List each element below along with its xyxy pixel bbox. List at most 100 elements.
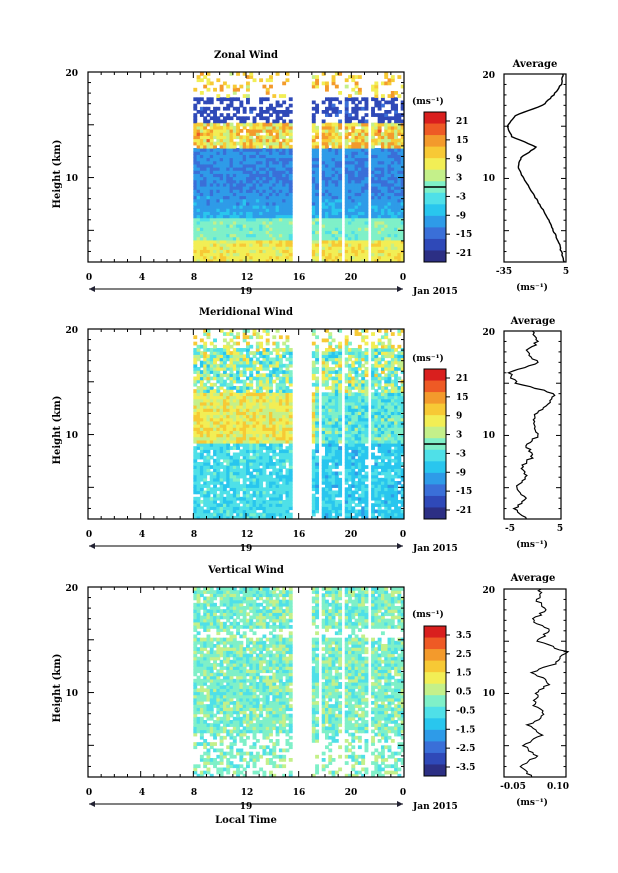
- heatmap-cell: [269, 477, 273, 482]
- heatmap-cell: [338, 357, 343, 362]
- heatmap-cell: [203, 243, 208, 247]
- heatmap-cell: [364, 151, 369, 155]
- heatmap-cell: [209, 179, 214, 184]
- heatmap-cell: [255, 348, 260, 352]
- heatmap-cell: [242, 411, 247, 416]
- heatmap-cell: [259, 214, 264, 219]
- heatmap-cell: [371, 227, 375, 231]
- heatmap-cell: [203, 493, 208, 498]
- heatmap-cell: [354, 151, 359, 155]
- heatmap-cell: [331, 97, 336, 102]
- heatmap-cell: [364, 230, 369, 235]
- heatmap-cell: [246, 417, 250, 422]
- heatmap-cell: [193, 360, 198, 365]
- heatmap-cell: [348, 195, 352, 200]
- heatmap-cell: [213, 160, 217, 165]
- heatmap-cell: [371, 179, 375, 184]
- heatmap-cell: [325, 484, 329, 488]
- heatmap-cell: [315, 474, 320, 479]
- heatmap-cell: [206, 230, 211, 235]
- heatmap-cell: [311, 370, 316, 374]
- heatmap-cell: [259, 144, 264, 149]
- heatmap-cell: [252, 179, 257, 184]
- heatmap-cell: [242, 348, 247, 352]
- heatmap-cell: [226, 468, 231, 473]
- heatmap-cell: [394, 116, 399, 121]
- heatmap-cell: [390, 246, 395, 250]
- heatmap-cell: [357, 160, 362, 165]
- heatmap-cell: [232, 360, 237, 365]
- heatmap-cell: [229, 433, 234, 438]
- heatmap-cell: [252, 468, 257, 473]
- heatmap-cell: [384, 236, 389, 241]
- heatmap-cell: [255, 335, 260, 340]
- heatmap-cell: [344, 160, 349, 165]
- heatmap-cell: [328, 208, 333, 212]
- heatmap-cell: [282, 217, 287, 222]
- heatmap-cell: [262, 243, 267, 247]
- heatmap-cell: [236, 132, 241, 136]
- heatmap-cell: [265, 357, 270, 362]
- heatmap-cell: [255, 430, 260, 435]
- heatmap-cell: [229, 230, 234, 235]
- heatmap-cell: [216, 408, 221, 412]
- heatmap-cell: [338, 192, 343, 197]
- heatmap-cell: [397, 220, 402, 225]
- heatmap-cell: [239, 179, 244, 184]
- heatmap-cell: [390, 173, 395, 178]
- heatmap-cell: [213, 243, 217, 247]
- heatmap-cell: [196, 424, 201, 428]
- heatmap-cell: [278, 458, 283, 463]
- heatmap-cell: [229, 420, 234, 425]
- heatmap-cell: [232, 141, 237, 146]
- heatmap-cell: [255, 370, 260, 374]
- heatmap-cell: [351, 198, 356, 203]
- heatmap-cell: [285, 503, 290, 507]
- heatmap-cell: [348, 132, 352, 136]
- heatmap-cell: [311, 255, 316, 260]
- heatmap-cell: [400, 201, 404, 206]
- heatmap-cell: [222, 138, 227, 143]
- heatmap-cell: [203, 329, 208, 333]
- heatmap-cell: [334, 452, 339, 457]
- heatmap-cell: [249, 179, 254, 184]
- heatmap-cell: [278, 417, 283, 422]
- heatmap-cell: [203, 170, 208, 174]
- heatmap-cell: [400, 236, 404, 241]
- heatmap-cell: [226, 249, 231, 254]
- heatmap-cell: [361, 195, 366, 200]
- heatmap-cell: [199, 484, 204, 488]
- heatmap-cell: [275, 243, 280, 247]
- heatmap-cell: [325, 141, 329, 146]
- heatmap-cell: [229, 138, 234, 143]
- heatmap-cell: [315, 506, 320, 511]
- heatmap-cell: [236, 357, 241, 362]
- heatmap-cell: [311, 205, 316, 209]
- heatmap-cell: [357, 179, 362, 184]
- heatmap-cell: [265, 217, 270, 222]
- heatmap-cell: [249, 401, 254, 406]
- heatmap-cell: [193, 141, 198, 146]
- heatmap-cell: [232, 465, 237, 469]
- heatmap-cell: [328, 160, 333, 165]
- heatmap-cell: [255, 436, 260, 441]
- heatmap-cell: [222, 233, 227, 238]
- heatmap-cell: [325, 433, 329, 438]
- heatmap-cell: [272, 157, 277, 162]
- heatmap-cell: [272, 430, 277, 435]
- heatmap-cell: [252, 493, 257, 498]
- heatmap-cell: [394, 91, 399, 95]
- heatmap-cell: [275, 103, 280, 108]
- heatmap-cell: [371, 125, 375, 130]
- heatmap-cell: [216, 119, 221, 124]
- heatmap-cell: [321, 477, 326, 482]
- heatmap-cell: [219, 252, 224, 257]
- heatmap-cell: [262, 189, 267, 193]
- heatmap-cell: [193, 103, 198, 108]
- heatmap-cell: [272, 154, 277, 159]
- y-tick-label: 20: [65, 69, 78, 79]
- heatmap-cell: [282, 477, 287, 482]
- heatmap-cell: [262, 195, 267, 200]
- heatmap-cell: [239, 220, 244, 225]
- heatmap-cell: [374, 173, 379, 178]
